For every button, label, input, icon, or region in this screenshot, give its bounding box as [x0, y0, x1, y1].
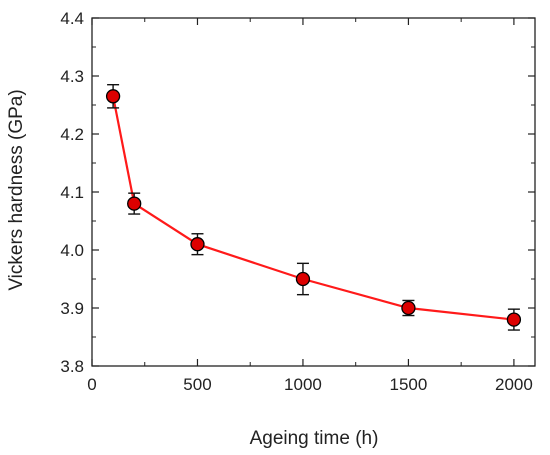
- y-tick-label: 4.0: [60, 241, 84, 260]
- ticks: [91, 17, 535, 367]
- y-tick-label: 4.1: [60, 183, 84, 202]
- x-tick-label: 2000: [495, 375, 533, 394]
- data-point: [105, 89, 121, 104]
- x-axis-title: Ageing time (h): [250, 428, 379, 449]
- data-point: [127, 196, 142, 211]
- data-point: [295, 271, 311, 287]
- x-tick-label: 1000: [284, 375, 322, 394]
- data-point: [401, 300, 416, 316]
- x-tick-label: 500: [183, 375, 211, 394]
- x-tick-label: 1500: [390, 375, 428, 394]
- tick-labels: 0 500 1000 1500 2000 3.8 3.9 4.0 4.1 4.2 4.3 4.4: [60, 9, 532, 394]
- y-axis-title: Vickers hardness (GPa): [6, 89, 27, 290]
- y-tick-label: 3.8: [60, 357, 84, 376]
- y-tick-label: 3.9: [60, 299, 84, 318]
- x-tick-label: 0: [87, 375, 96, 394]
- series: [105, 83, 522, 331]
- y-tick-label: 4.3: [60, 67, 84, 86]
- series-line: [112, 96, 515, 321]
- data-point: [190, 237, 205, 252]
- data-point: [506, 312, 522, 327]
- y-tick-label: 4.4: [60, 9, 84, 28]
- y-tick-label: 4.2: [60, 125, 84, 144]
